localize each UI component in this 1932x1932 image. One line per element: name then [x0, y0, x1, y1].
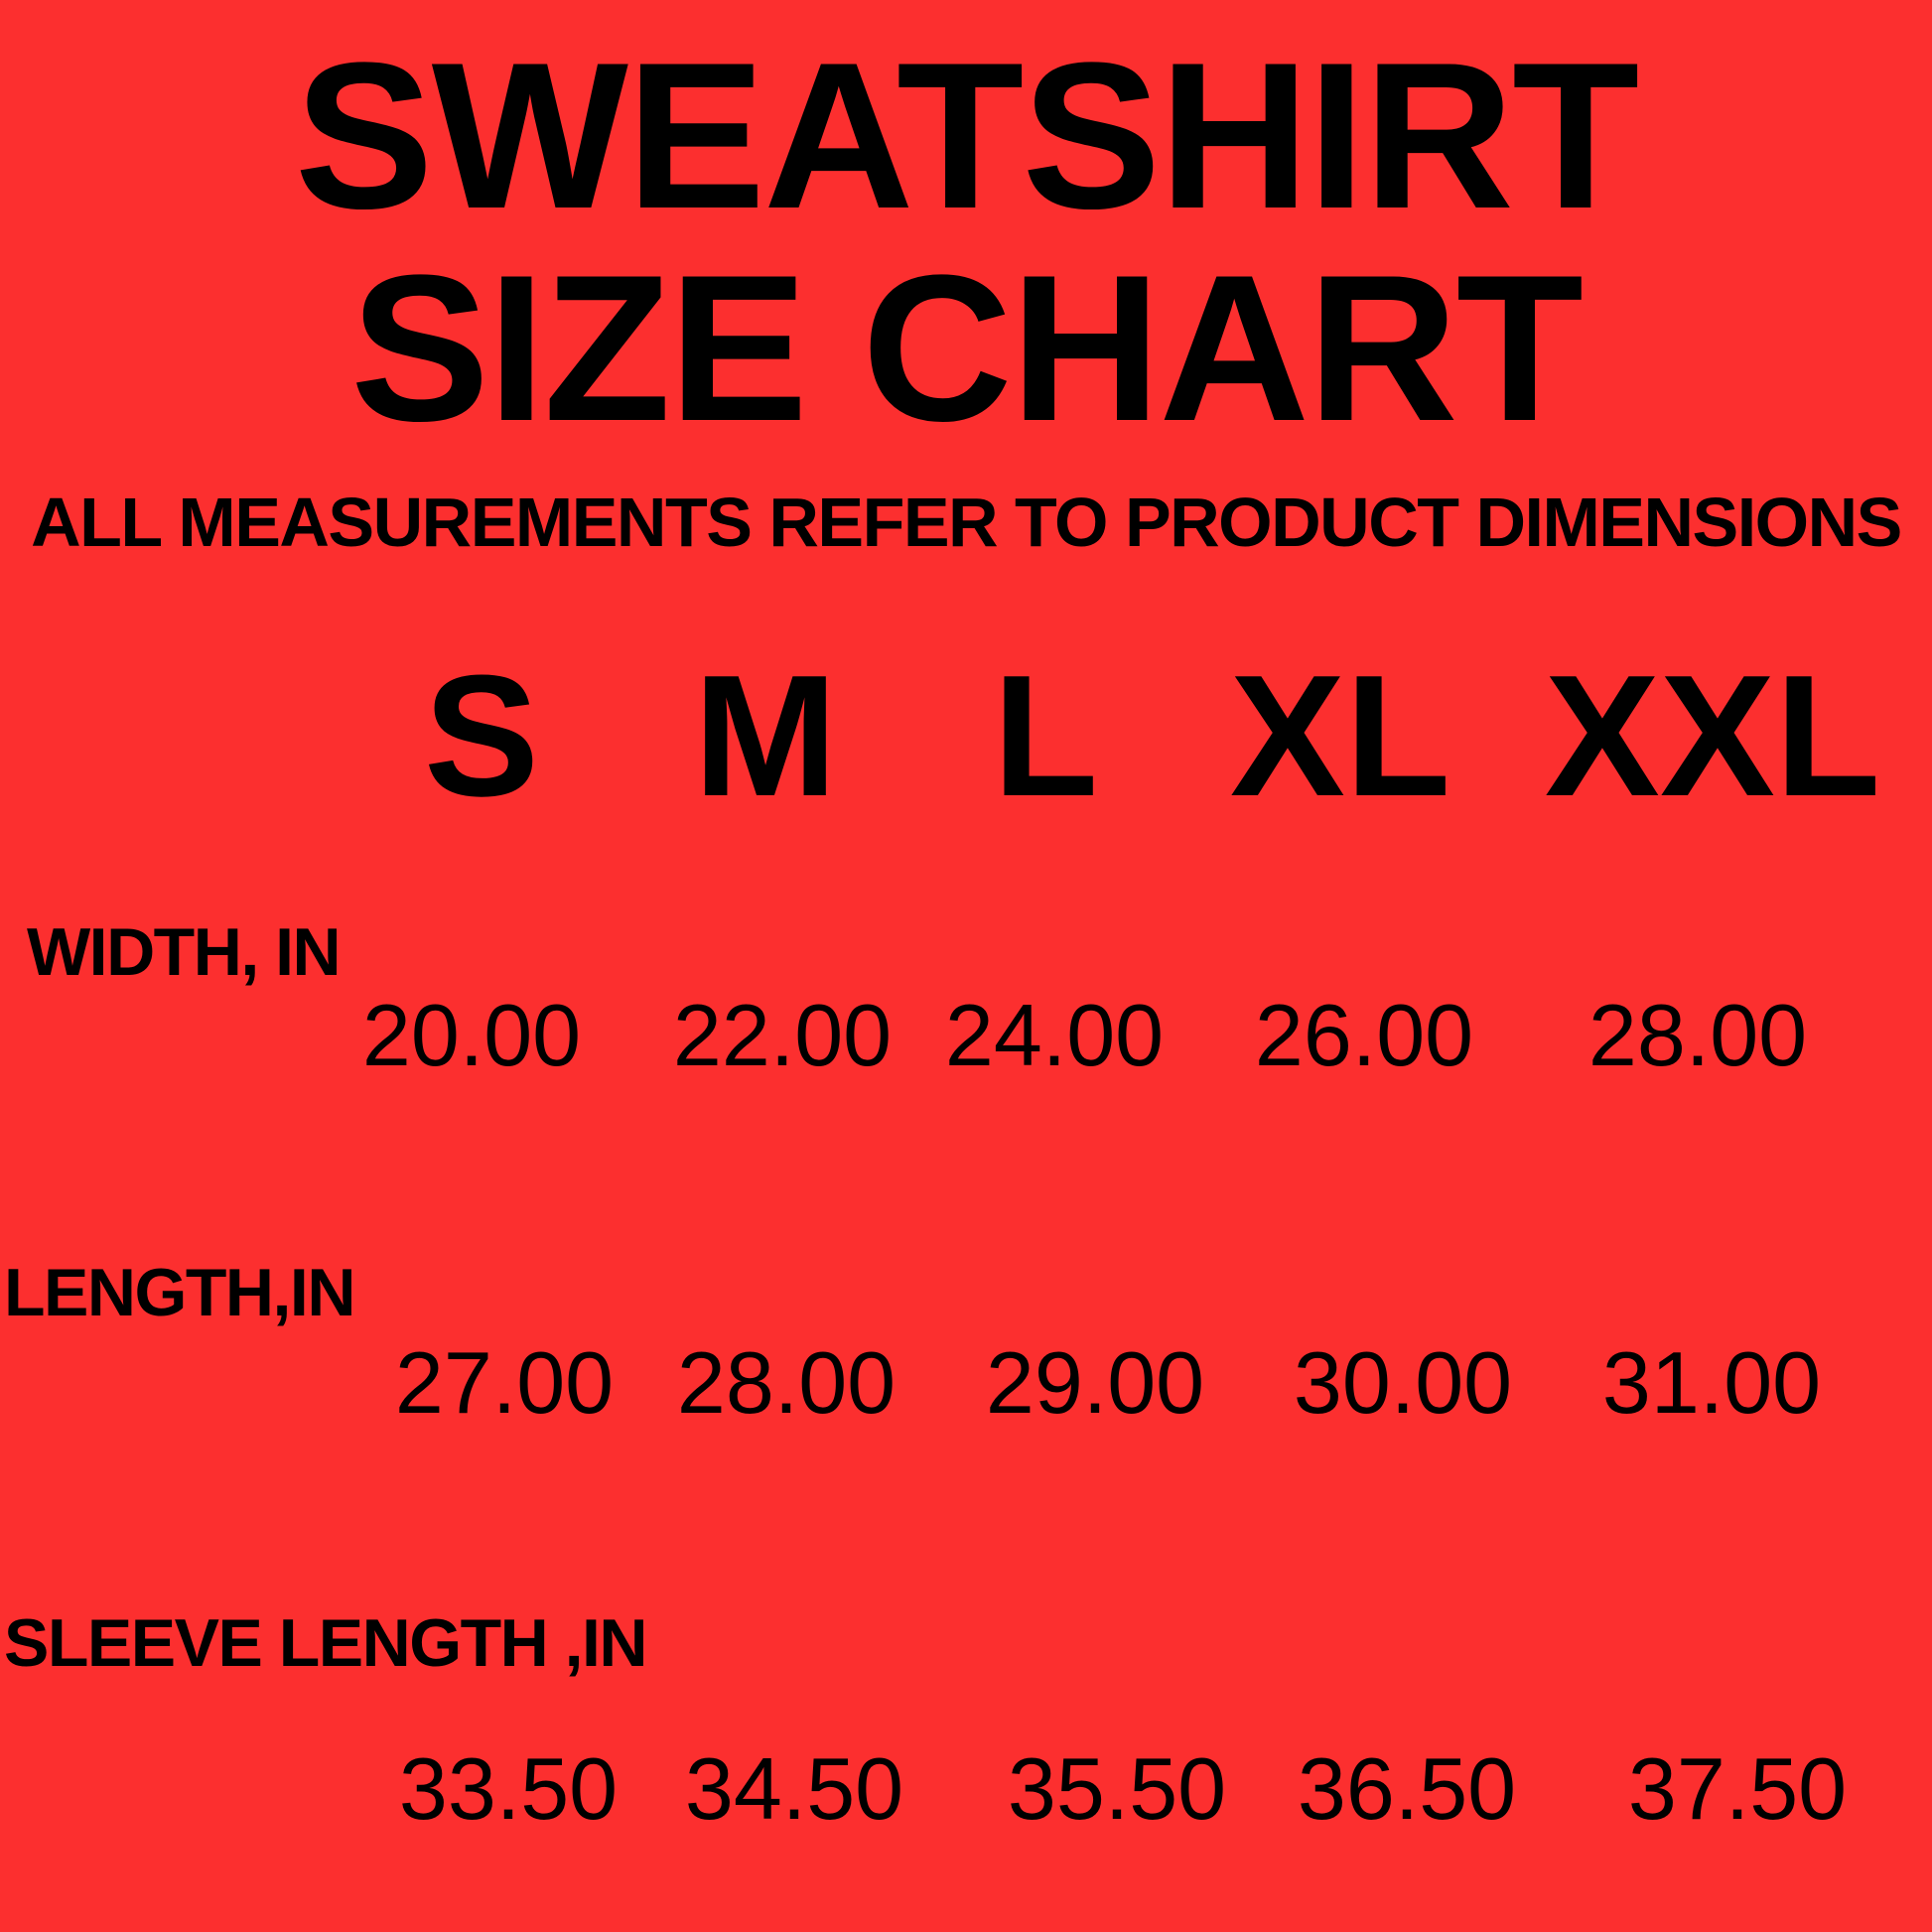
cell-length-l: 29.00	[985, 1333, 1205, 1432]
cell-width-l: 24.00	[944, 986, 1165, 1084]
size-header-s: S	[423, 638, 540, 832]
title-line-1: SWEATSHIRT	[294, 19, 1640, 252]
size-header-xxl: XXL	[1544, 638, 1881, 832]
size-header-m: M	[693, 638, 838, 832]
cell-sleeve-s: 33.50	[398, 1739, 619, 1838]
size-header-xl: XL	[1229, 638, 1451, 832]
cell-sleeve-xxl: 37.50	[1627, 1739, 1848, 1838]
row-label-length: LENGTH,IN	[4, 1255, 355, 1330]
subtitle: ALL MEASUREMENTS REFER TO PRODUCT DIMENS…	[31, 483, 1902, 561]
title-line-2: SIZE CHART	[350, 231, 1584, 465]
cell-sleeve-m: 34.50	[684, 1739, 904, 1838]
row-label-sleeve-length: SLEEVE LENGTH ,IN	[4, 1605, 648, 1681]
cell-length-m: 28.00	[676, 1333, 897, 1432]
cell-width-xxl: 28.00	[1587, 986, 1808, 1084]
cell-length-xxl: 31.00	[1601, 1333, 1822, 1432]
cell-sleeve-xl: 36.50	[1297, 1739, 1517, 1838]
cell-width-s: 20.00	[361, 986, 582, 1084]
page-title: SWEATSHIRT SIZE CHART	[0, 30, 1932, 455]
cell-width-xl: 26.00	[1254, 986, 1474, 1084]
size-header-l: L	[992, 638, 1099, 832]
cell-sleeve-l: 35.50	[1007, 1739, 1227, 1838]
cell-width-m: 22.00	[672, 986, 893, 1084]
cell-length-xl: 30.00	[1293, 1333, 1513, 1432]
cell-length-s: 27.00	[394, 1333, 615, 1432]
row-label-width: WIDTH, IN	[27, 914, 342, 990]
